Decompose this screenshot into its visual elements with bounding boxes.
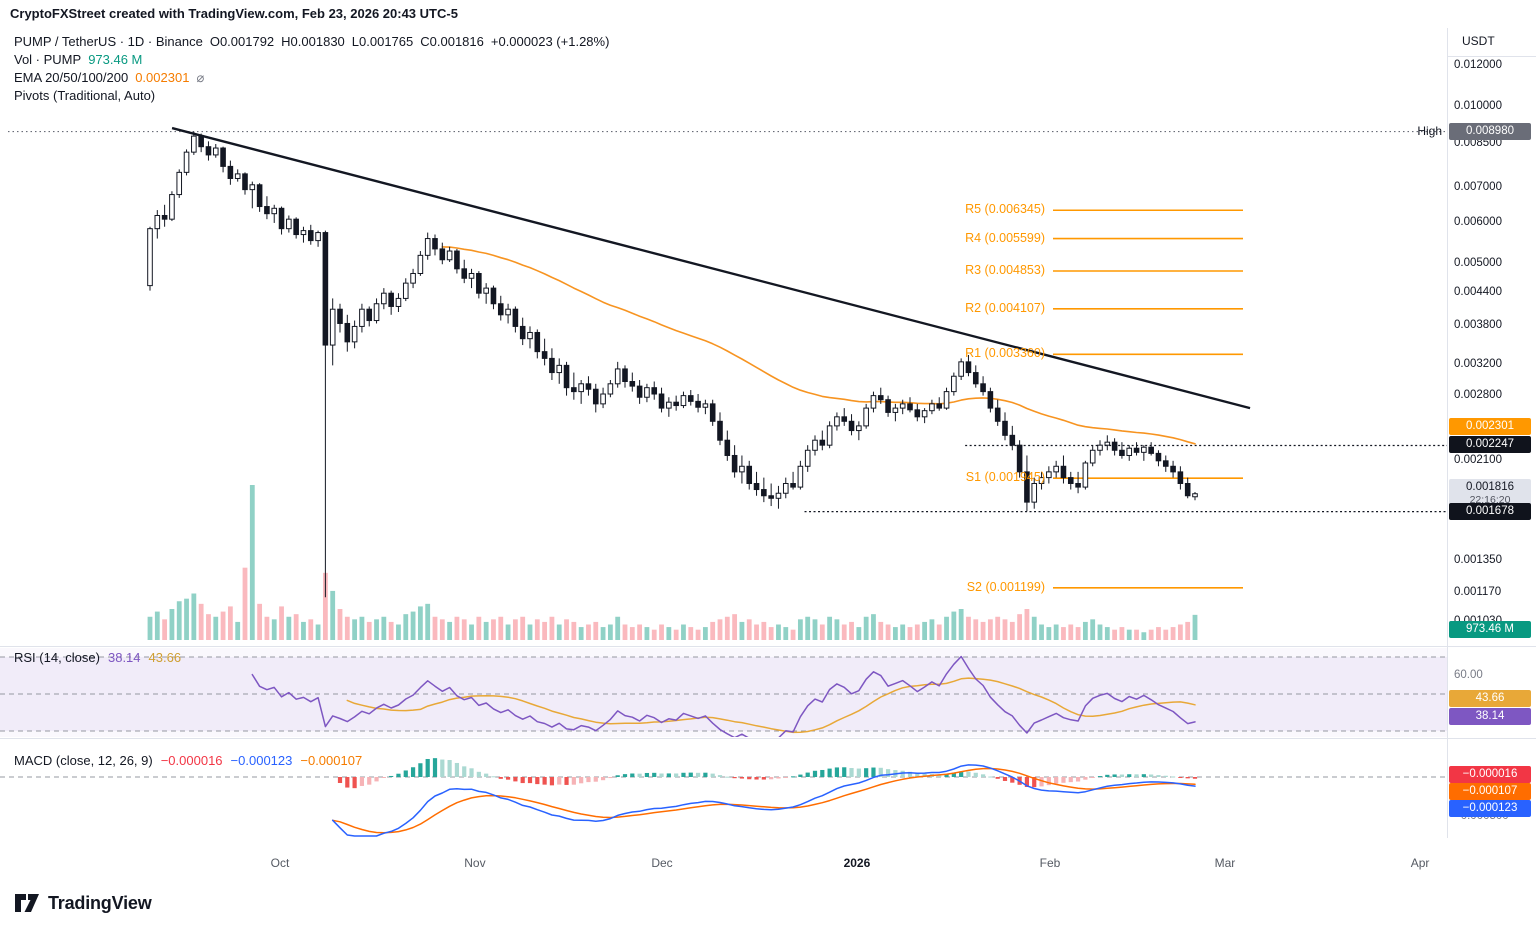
price-axis-tick: 0.003200: [1454, 358, 1502, 371]
rsi-value: 38.14: [107, 650, 141, 665]
pivot-label: R4 (0.005599): [965, 230, 1045, 245]
rsi-axis-tick: 60.00: [1454, 668, 1483, 681]
time-axis-label: 2026: [843, 856, 871, 870]
ema-price-badge: 0.002301: [1449, 418, 1531, 436]
macd-hist-badge: −0.000016: [1449, 766, 1531, 783]
pivot-label: S2 (0.001199): [966, 579, 1045, 594]
time-axis-label: Oct: [270, 856, 290, 870]
ema-value: 0.002301: [135, 70, 190, 85]
price-axis-tick: 0.003800: [1454, 319, 1502, 332]
volume-badge: 973.46 M: [1449, 621, 1531, 638]
price-axis-tick: 0.007000: [1454, 180, 1502, 193]
price-axis-tick: 0.004400: [1454, 286, 1502, 299]
header-credit: CryptoFXStreet created with TradingView.…: [0, 0, 1536, 28]
time-axis-label: Apr: [1410, 856, 1430, 870]
pivot-label: R1 (0.003360): [965, 346, 1045, 361]
pivots-label: Pivots (Traditional, Auto): [14, 88, 156, 103]
macd-signal-value: −0.000107: [300, 753, 363, 768]
high-line-label: High: [1417, 123, 1442, 138]
rsi-chart[interactable]: [0, 648, 1447, 737]
price-axis-tick: 0.002800: [1454, 388, 1502, 401]
time-axis-label: Feb: [1039, 856, 1061, 870]
pane-separator[interactable]: [0, 738, 1536, 739]
price-axis-tick: 0.010000: [1454, 100, 1502, 113]
pivots-legend-row[interactable]: Pivots (Traditional, Auto): [14, 87, 609, 104]
macd-hist-value: −0.000016: [160, 753, 223, 768]
axis-divider: [1447, 56, 1536, 57]
last-price-value: 0.001816: [1466, 480, 1514, 493]
tradingview-brand: TradingView: [48, 892, 152, 913]
pivot-label: R3 (0.004853): [965, 263, 1045, 277]
price-axis-tick: 0.002100: [1454, 453, 1502, 466]
symbol-title: PUMP / TetherUS · 1D · Binance: [14, 34, 203, 49]
axis-currency-label: USDT: [1462, 34, 1495, 48]
macd-signal-badge: −0.000107: [1449, 783, 1531, 800]
price-axis-tick: 0.006000: [1454, 215, 1502, 228]
price-axis-tick: 0.012000: [1454, 58, 1502, 71]
ema-legend-row[interactable]: EMA 20/50/100/200 0.002301 ⌀: [14, 69, 609, 86]
lower-level-badge: 0.001678: [1449, 502, 1531, 520]
symbol-legend-row[interactable]: PUMP / TetherUS · 1D · Binance O0.001792…: [14, 33, 609, 50]
pivot-label: R2 (0.004107): [965, 300, 1045, 315]
symbol-legend: PUMP / TetherUS · 1D · Binance O0.001792…: [14, 33, 609, 105]
upper-level-badge: 0.002247: [1449, 436, 1531, 454]
volume-legend-row[interactable]: Vol · PUMP 973.46 M: [14, 51, 609, 68]
macd-line-value: −0.000123: [230, 753, 293, 768]
low-value: L0.001765: [351, 34, 414, 49]
pivot-label: S1 (0.001945): [965, 470, 1045, 485]
change-value: +0.000023 (+1.28%): [490, 34, 610, 49]
price-axis-border: [1447, 28, 1448, 878]
rsi-title: RSI (14, close): [14, 650, 100, 665]
ema-average-icon: ⌀: [196, 69, 205, 85]
time-axis[interactable]: Oct Nov Dec 2026 Feb Mar Apr: [0, 838, 1536, 878]
high-value: H0.001830: [281, 34, 345, 49]
ema-label: EMA 20/50/100/200: [14, 70, 129, 85]
time-axis-label: Nov: [464, 856, 486, 870]
price-axis-tick: 0.005000: [1454, 257, 1502, 270]
volume-value: 973.46 M: [88, 52, 143, 67]
volume-label: Vol · PUMP: [14, 52, 82, 67]
time-axis-label: Dec: [651, 856, 673, 870]
close-value: C0.001816: [420, 34, 484, 49]
time-axis-label: Mar: [1214, 856, 1236, 870]
open-value: O0.001792: [209, 34, 275, 49]
rsi-ma-value: 43.66: [148, 650, 182, 665]
price-axis-tick: 0.001350: [1454, 553, 1502, 566]
price-chart[interactable]: [0, 28, 1447, 645]
rsi-legend-row[interactable]: RSI (14, close) 38.14 43.66: [14, 650, 181, 665]
pane-separator[interactable]: [0, 646, 1536, 647]
pivot-label: R5 (0.006345): [965, 202, 1045, 217]
rsi-ma-badge: 43.66: [1449, 690, 1531, 707]
macd-line-badge: −0.000123: [1449, 800, 1531, 817]
macd-chart[interactable]: [0, 740, 1447, 838]
tradingview-footer[interactable]: TradingView: [14, 891, 152, 915]
macd-legend-row[interactable]: MACD (close, 12, 26, 9) −0.000016 −0.000…: [14, 753, 362, 768]
macd-title: MACD (close, 12, 26, 9): [14, 753, 153, 768]
rsi-badge: 38.14: [1449, 708, 1531, 725]
tradingview-logo-icon: [15, 894, 39, 912]
high-price-badge: 0.008980: [1449, 122, 1531, 140]
price-axis-tick: 0.008500: [1454, 137, 1502, 149]
price-axis-tick: 0.001170: [1454, 586, 1502, 599]
